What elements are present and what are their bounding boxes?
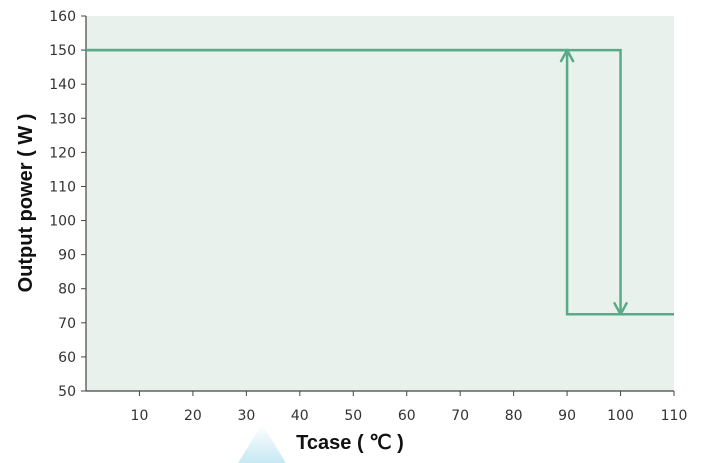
y-tick-label: 150 <box>49 43 76 59</box>
x-tick-label: 30 <box>237 408 255 424</box>
y-axis-ticks: 50 60 70 80 90 100 110 120 130 140 150 160 <box>49 9 86 400</box>
y-tick-label: 110 <box>49 179 76 195</box>
x-tick-label: 110 <box>661 408 688 424</box>
x-axis-title: Tcase ( ℃ ) <box>296 432 404 454</box>
x-axis-ticks: 10 20 30 40 50 60 70 80 90 100 110 <box>131 391 688 424</box>
y-axis-title: Output power ( W ) <box>15 114 37 293</box>
x-tick-label: 10 <box>131 408 149 424</box>
watermark-triangle <box>238 424 286 463</box>
x-tick-label: 50 <box>344 408 362 424</box>
y-tick-label: 160 <box>49 9 76 25</box>
y-tick-label: 70 <box>58 316 76 332</box>
y-tick-label: 90 <box>58 248 76 264</box>
x-tick-label: 40 <box>291 408 309 424</box>
plot-area <box>86 16 674 391</box>
y-tick-label: 130 <box>49 111 76 127</box>
y-tick-label: 60 <box>58 350 76 366</box>
series-layer <box>86 48 674 316</box>
arrowhead-down <box>613 302 628 316</box>
y-tick-label: 140 <box>49 77 76 93</box>
y-tick-label: 50 <box>58 384 76 400</box>
y-tick-label: 100 <box>49 214 76 230</box>
axes <box>85 16 674 392</box>
x-tick-label: 100 <box>607 408 634 424</box>
x-tick-label: 60 <box>398 408 416 424</box>
y-tick-label: 120 <box>49 145 76 161</box>
x-tick-label: 70 <box>451 408 469 424</box>
x-tick-label: 80 <box>505 408 523 424</box>
y-tick-label: 80 <box>58 282 76 298</box>
arrowhead-up <box>559 48 575 63</box>
watermark-shape <box>238 424 286 463</box>
x-tick-label: 20 <box>184 408 202 424</box>
x-tick-label: 90 <box>558 408 576 424</box>
